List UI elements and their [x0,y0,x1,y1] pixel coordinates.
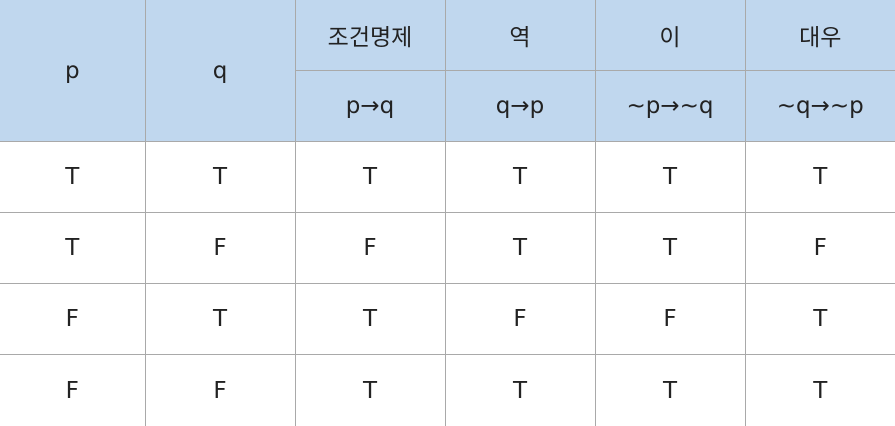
header-contrapositive-formula: ~q→~p [744,70,895,142]
cell-converse: T [444,141,596,213]
cell-p: F [0,283,146,355]
table-header: p q 조건명제 역 이 대우 p→q q→p ~p→~q ~q→~p [0,0,895,142]
cell-inverse: T [594,354,746,426]
cell-p: F [0,354,146,426]
table-row: T T T T T T [0,141,895,213]
header-q: q [144,0,296,142]
header-contrapositive-name: 대우 [744,0,895,71]
cell-conditional: T [294,141,446,213]
cell-contrapositive: T [744,283,895,355]
header-inverse-formula: ~p→~q [594,70,746,142]
header-inverse-name: 이 [594,0,746,71]
table-row: F T T F F T [0,283,895,355]
cell-q: T [144,141,296,213]
header-converse-formula: q→p [444,70,596,142]
header-conditional-name: 조건명제 [294,0,446,71]
cell-contrapositive: F [744,212,895,284]
cell-q: F [144,212,296,284]
header-p: p [0,0,146,142]
cell-p: T [0,141,146,213]
cell-contrapositive: T [744,141,895,213]
header-row-formulas: p→q q→p ~p→~q ~q→~p [0,70,895,142]
cell-p: T [0,212,146,284]
cell-conditional: F [294,212,446,284]
cell-q: F [144,354,296,426]
table-row: F F T T T T [0,354,895,426]
table-row: T F F T T F [0,212,895,284]
cell-converse: T [444,212,596,284]
cell-converse: T [444,354,596,426]
cell-conditional: T [294,354,446,426]
header-row-names: p q 조건명제 역 이 대우 [0,0,895,142]
table-body: T T T T T T T F F T T F F T T F F T F F … [0,141,895,426]
cell-converse: F [444,283,596,355]
cell-conditional: T [294,283,446,355]
cell-inverse: T [594,212,746,284]
cell-contrapositive: T [744,354,895,426]
header-conditional-formula: p→q [295,70,446,142]
cell-inverse: F [594,283,746,355]
header-converse-name: 역 [444,0,596,71]
cell-inverse: T [594,141,746,213]
cell-q: T [144,283,296,355]
